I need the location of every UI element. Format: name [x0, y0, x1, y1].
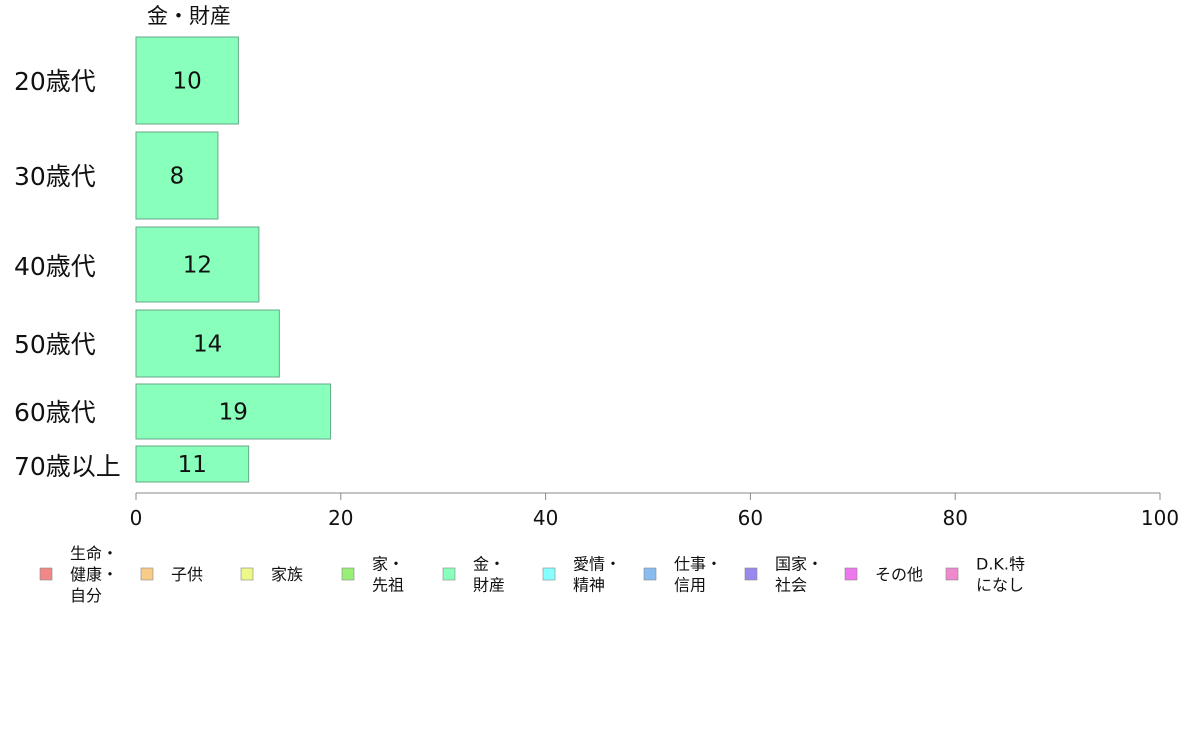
legend-label: 金・	[473, 555, 505, 574]
legend-swatch	[39, 567, 53, 581]
bar-30歳代	[135, 131, 219, 220]
legend-swatch	[240, 567, 254, 581]
legend-swatch	[442, 567, 456, 581]
legend-label: 国家・	[775, 555, 823, 574]
bar-value-label: 10	[173, 69, 202, 95]
bar-50歳代	[135, 309, 280, 378]
legend-swatch	[844, 567, 858, 581]
bar-value-label: 11	[178, 452, 207, 478]
category-label: 70歳以上	[14, 452, 121, 481]
legend-swatch	[643, 567, 657, 581]
legend-swatch	[542, 567, 556, 581]
series-title: 金・財産	[147, 4, 231, 28]
category-label: 20歳代	[14, 67, 96, 96]
bar-value-label: 19	[219, 400, 248, 426]
bar-40歳代	[135, 226, 260, 303]
legend-label: になし	[976, 576, 1024, 595]
x-tick-label: 0	[130, 506, 143, 530]
legend-label: 子供	[171, 565, 203, 584]
legend-label: 自分	[70, 586, 102, 605]
legend-label: 健康・	[70, 565, 118, 584]
legend-label: 愛情・	[573, 555, 621, 574]
bar-20歳代	[135, 36, 239, 125]
legend-swatch	[744, 567, 758, 581]
legend-label: 仕事・	[674, 555, 722, 574]
x-tick-label: 20	[328, 506, 353, 530]
legend-swatch	[140, 567, 154, 581]
category-label: 40歳代	[14, 252, 96, 281]
legend-label: 生命・	[70, 544, 118, 563]
category-label: 30歳代	[14, 162, 96, 191]
x-tick-label: 80	[942, 506, 967, 530]
x-tick-label: 60	[738, 506, 763, 530]
bar-value-label: 8	[170, 164, 185, 190]
x-tick-label: 40	[533, 506, 558, 530]
legend-label: 財産	[473, 576, 505, 595]
bar-60歳代	[135, 383, 332, 440]
legend-swatch	[945, 567, 959, 581]
legend-label: 精神	[573, 576, 605, 595]
legend-label: 先祖	[372, 576, 404, 595]
legend-label: 信用	[674, 576, 706, 595]
bar-70歳以上	[135, 445, 250, 483]
legend-label: D.K.特	[976, 555, 1025, 574]
bar-value-label: 14	[193, 332, 222, 358]
category-label: 60歳代	[14, 398, 96, 427]
legend-label: 家・	[372, 555, 404, 574]
legend-label: 家族	[271, 565, 303, 584]
legend-label: その他	[875, 565, 923, 584]
legend-label: 社会	[775, 576, 807, 595]
bar-value-label: 12	[183, 253, 212, 279]
category-label: 50歳代	[14, 330, 96, 359]
legend-swatch	[341, 567, 355, 581]
x-tick-label: 100	[1141, 506, 1179, 530]
